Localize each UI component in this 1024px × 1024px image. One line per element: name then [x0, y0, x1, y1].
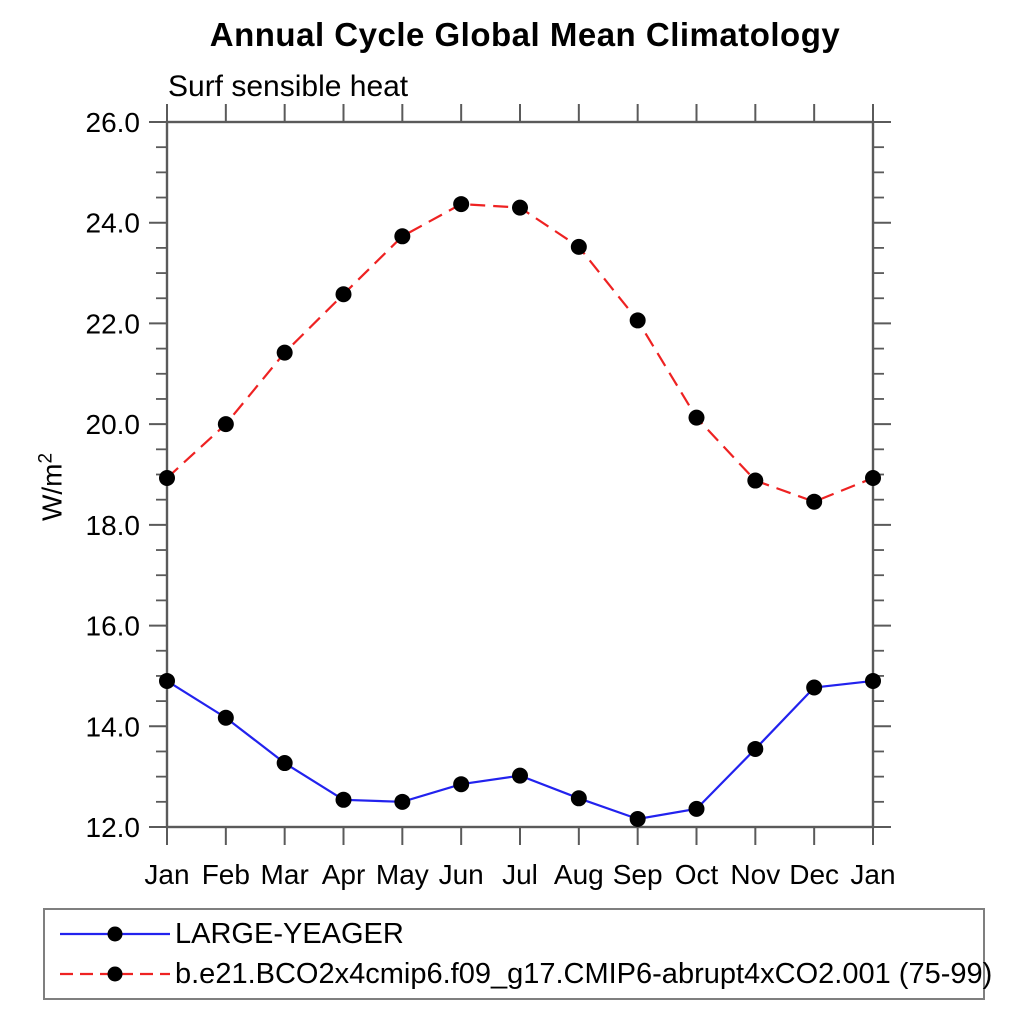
data-point-marker-1 [453, 196, 470, 213]
data-point-marker-0 [512, 767, 528, 784]
y-tick-label: 12.0 [86, 812, 141, 843]
data-point-marker-1 [159, 470, 175, 487]
data-point-marker-0 [217, 709, 234, 726]
month-label: Nov [730, 859, 780, 890]
month-label: Jan [850, 859, 895, 890]
data-point-marker-1 [217, 416, 234, 433]
data-point-marker-1 [747, 472, 764, 489]
chart-subtitle: Surf sensible heat [168, 70, 409, 103]
legend-label: b.e21.BCO2x4cmip6.f09_g17.CMIP6-abrupt4x… [175, 957, 993, 990]
data-point-marker-0 [159, 672, 175, 689]
series-line-1 [166, 202, 874, 503]
y-tick-label: 22.0 [86, 308, 141, 339]
data-point-marker-0 [629, 810, 646, 827]
data-point-marker-1 [512, 199, 528, 216]
y-tick-label: 14.0 [86, 711, 141, 742]
month-label: Oct [675, 859, 719, 890]
data-point-marker-0 [453, 776, 470, 793]
data-point-marker-1 [276, 344, 293, 361]
legend-sample-marker [107, 966, 123, 982]
series-line-0 [166, 679, 874, 821]
data-point-marker-0 [865, 672, 881, 689]
y-tick-label: 18.0 [86, 510, 141, 541]
month-label: Jun [439, 859, 484, 890]
month-label: Feb [202, 859, 250, 890]
y-tick-label: 24.0 [86, 208, 141, 239]
data-point-marker-0 [570, 790, 587, 807]
data-point-marker-1 [335, 286, 352, 303]
month-label: Sep [613, 859, 663, 890]
legend-sample-1 [60, 966, 170, 982]
legend-entry: LARGE-YEAGER [57, 916, 983, 952]
data-point-marker-1 [394, 228, 411, 245]
month-label: Apr [322, 859, 366, 890]
data-point-marker-1 [629, 312, 646, 329]
legend-label: LARGE-YEAGER [175, 917, 404, 950]
month-label: Jul [502, 859, 538, 890]
month-label: Jan [144, 859, 189, 890]
y-tick-label: 26.0 [86, 107, 141, 138]
month-label: Aug [554, 859, 604, 890]
data-point-marker-0 [688, 800, 705, 817]
data-point-marker-0 [335, 791, 352, 808]
data-point-marker-0 [747, 740, 764, 757]
legend-entry: b.e21.BCO2x4cmip6.f09_g17.CMIP6-abrupt4x… [57, 956, 992, 992]
chart-title: Annual Cycle Global Mean Climatology [209, 16, 841, 53]
legend-sample-marker [107, 926, 123, 942]
data-point-marker-1 [806, 493, 823, 510]
y-tick-label: 16.0 [86, 611, 141, 642]
y-tick-label: 20.0 [86, 409, 141, 440]
data-point-marker-1 [688, 409, 705, 426]
month-label: May [376, 859, 429, 890]
data-point-marker-1 [865, 470, 881, 487]
legend-sample-0 [60, 926, 170, 942]
data-point-marker-0 [394, 793, 411, 810]
legend-box: LARGE-YEAGER b.e21.BCO2x4cmip6.f09_g17.C… [43, 908, 992, 1000]
month-label: Dec [789, 859, 839, 890]
data-point-marker-1 [570, 238, 587, 255]
plot-frame [165, 120, 875, 829]
data-point-marker-0 [806, 679, 823, 696]
data-point-marker-0 [276, 755, 293, 772]
plot-area: Jan Feb Mar Apr May Jun Jul Aug Sep Oct Nov Dec Jan1… [86, 104, 896, 890]
month-label: Mar [261, 859, 309, 890]
